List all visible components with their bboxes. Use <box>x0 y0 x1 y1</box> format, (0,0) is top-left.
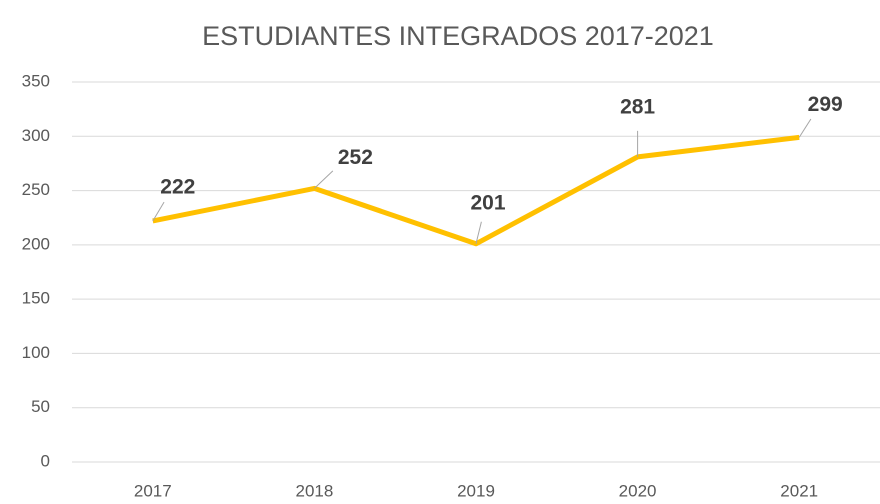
y-tick-label: 150 <box>22 289 50 308</box>
leader-line <box>152 201 165 222</box>
leader-line <box>314 170 334 189</box>
y-tick-label: 200 <box>22 234 50 253</box>
leader-line <box>475 221 482 244</box>
leader-line <box>798 118 812 138</box>
y-tick-label: 100 <box>22 343 50 362</box>
x-tick-label: 2020 <box>619 481 657 500</box>
y-tick-label: 50 <box>31 397 50 416</box>
y-tick-label: 250 <box>22 180 50 199</box>
y-tick-label: 350 <box>22 71 50 90</box>
x-tick-label: 2017 <box>134 481 172 500</box>
y-tick-label: 0 <box>41 451 50 470</box>
x-tick-label: 2018 <box>295 481 333 500</box>
chart-title: ESTUDIANTES INTEGRADOS 2017-2021 <box>202 21 714 51</box>
x-tick-label: 2021 <box>780 481 818 500</box>
data-label: 252 <box>338 146 373 169</box>
y-tick-label: 300 <box>22 126 50 145</box>
data-label: 281 <box>620 95 655 118</box>
data-label: 299 <box>808 93 843 116</box>
data-label: 222 <box>160 176 195 199</box>
data-label: 201 <box>470 191 505 214</box>
x-tick-label: 2019 <box>457 481 495 500</box>
